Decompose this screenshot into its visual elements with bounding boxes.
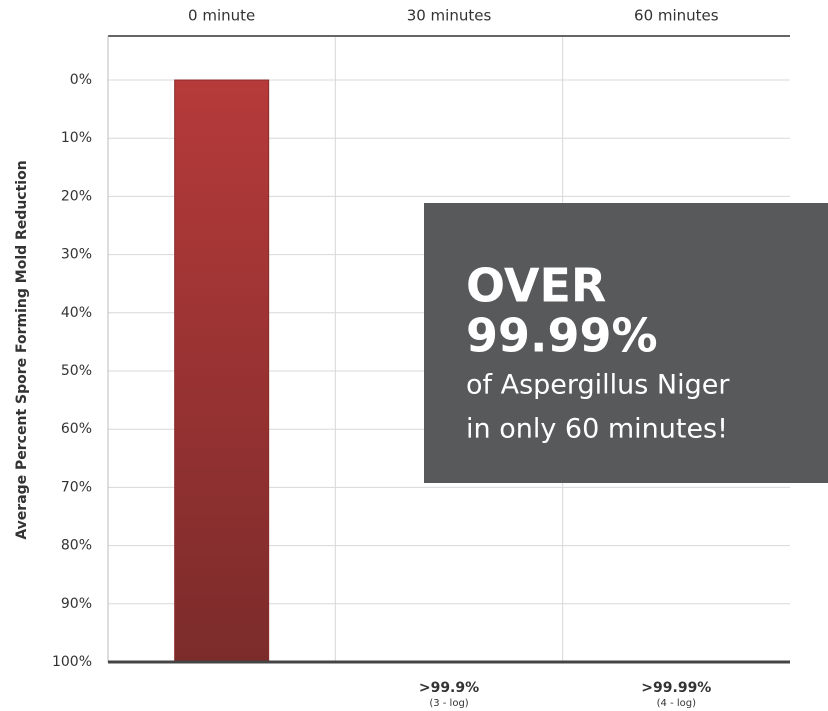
y-tick-label: 30% <box>61 247 92 263</box>
y-tick-label: 0% <box>70 72 92 88</box>
callout-headline: 99.99% <box>466 309 658 363</box>
callout-box <box>424 203 828 483</box>
callout-text: in only 60 minutes! <box>466 414 728 445</box>
y-tick-label: 20% <box>61 188 92 204</box>
callout-headline: OVER <box>466 259 606 313</box>
value-note: (3 - log) <box>429 698 468 709</box>
y-axis-label: Average Percent Spore Forming Mold Reduc… <box>14 160 30 539</box>
y-tick-label: 70% <box>61 479 92 495</box>
x-tick-label: 30 minutes <box>407 7 492 25</box>
x-tick-label: 60 minutes <box>634 7 719 25</box>
value-note: (4 - log) <box>657 698 696 709</box>
bar <box>174 79 270 663</box>
y-tick-label: 40% <box>61 305 92 321</box>
value-label: >99.99% <box>641 680 711 696</box>
y-tick-label: 50% <box>61 363 92 379</box>
value-label: >99.9% <box>419 680 479 696</box>
callout-text: of Aspergillus Niger <box>466 370 730 401</box>
y-tick-label: 80% <box>61 538 92 554</box>
y-tick-label: 100% <box>52 654 92 670</box>
y-tick-label: 60% <box>61 421 92 437</box>
x-tick-label: 0 minute <box>188 7 255 25</box>
y-tick-label: 90% <box>61 596 92 612</box>
y-tick-label: 10% <box>61 130 92 146</box>
